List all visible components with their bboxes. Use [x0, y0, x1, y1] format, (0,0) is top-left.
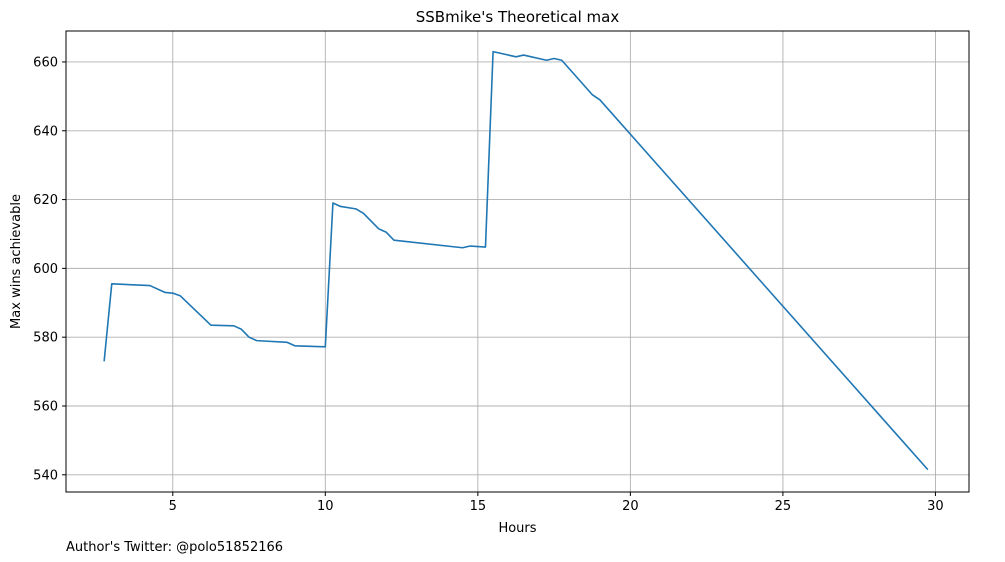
x-tick-label: 5 [169, 499, 177, 514]
grid-lines [66, 31, 969, 492]
x-tick-label: 25 [775, 499, 792, 514]
y-axis-title: Max wins achievable [9, 194, 24, 329]
plot-frame [65, 30, 970, 493]
x-tick-label: 30 [927, 499, 944, 514]
y-tick-label: 600 [33, 262, 58, 277]
y-tick-label: 580 [33, 331, 58, 346]
chart-title: SSBmike's Theoretical max [416, 8, 620, 26]
author-footnote: Author's Twitter: @polo51852166 [66, 540, 283, 555]
axis-ticks: 5 10 15 20 25 30 540 560 580 600 620 640 660 [33, 55, 944, 514]
x-tick-label: 20 [622, 499, 639, 514]
y-tick-label: 560 [33, 399, 58, 414]
x-axis-title: Hours [498, 521, 536, 536]
x-tick-label: 10 [317, 499, 334, 514]
y-tick-label: 540 [33, 468, 58, 483]
series-line [103, 50, 929, 471]
y-tick-label: 660 [33, 55, 58, 70]
y-tick-label: 620 [33, 193, 58, 208]
y-tick-label: 640 [33, 124, 58, 139]
x-tick-label: 15 [470, 499, 487, 514]
